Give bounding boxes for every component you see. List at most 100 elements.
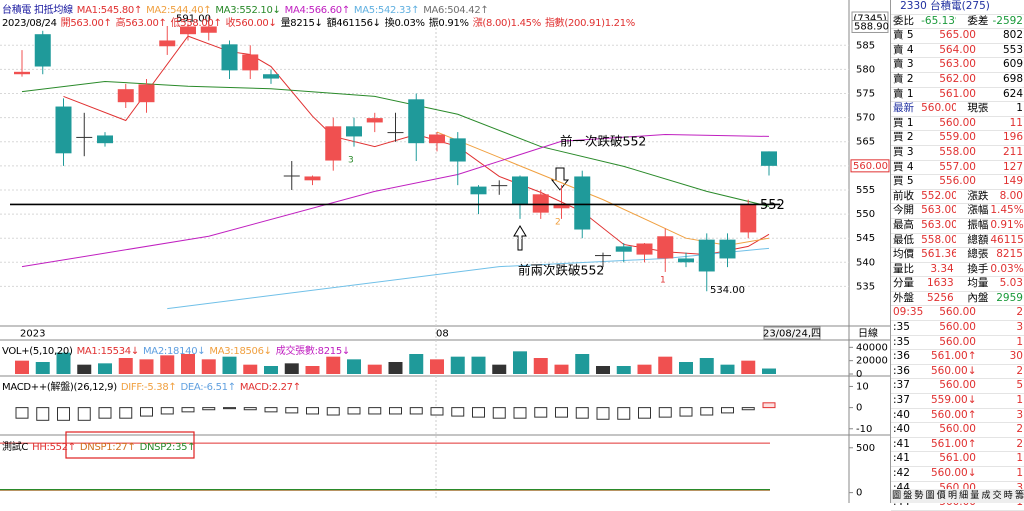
stat-row: 最低 558.00 總額461156 [891, 234, 1024, 249]
title-part: 換0.03% [384, 18, 425, 29]
cell: 558.00 [939, 145, 976, 158]
cell: 0.03% [990, 262, 1024, 275]
volume-bar [492, 364, 507, 374]
title-part: DEA:-6.51↑ [180, 382, 237, 393]
volume-bar [160, 355, 175, 374]
cell: 563.00 [921, 204, 956, 217]
tab[interactable]: 細 [959, 491, 969, 501]
candle-body [325, 126, 342, 161]
cell: :35 [893, 335, 910, 348]
macd-bar [409, 407, 423, 415]
cell: 外盤 [893, 291, 914, 304]
macd-bar [223, 407, 236, 410]
volume-bar [284, 363, 299, 374]
volume-bar [367, 364, 382, 374]
code: (7345) [853, 14, 886, 25]
tab[interactable]: 圖 [892, 491, 902, 501]
tab[interactable]: 成 [981, 491, 991, 501]
date-box [763, 326, 821, 340]
tab[interactable]: 盤 [903, 491, 913, 501]
tab[interactable]: 勢 [914, 491, 924, 501]
tab[interactable]: 籌 [1014, 491, 1024, 501]
volume-bar [741, 360, 756, 374]
tab[interactable]: 明 [947, 491, 957, 501]
tick-row: :41 561.00 1 [891, 452, 1024, 467]
volume-bar [222, 356, 237, 374]
cell: 委差 [967, 14, 989, 27]
cell: 總額 [967, 233, 989, 246]
y-tick-label: 535 [856, 281, 875, 292]
volume-bar [15, 360, 29, 374]
cell: 561.00↑ [931, 350, 977, 363]
cell: 賣 1 [893, 87, 914, 100]
volume-bar [305, 366, 320, 374]
bid-row: 買 2 559.00 196 [891, 131, 1024, 146]
macd-bar [555, 407, 568, 418]
cell: 3 [1016, 408, 1023, 421]
volume-bar [762, 368, 776, 374]
y-tick-label: 0 [856, 369, 862, 380]
cell: 均價 [893, 248, 914, 261]
cell: 委比 [893, 14, 914, 27]
bid-row: 買 4 557.00 127 [891, 161, 1024, 176]
macd-bar [36, 407, 50, 421]
quote-title: 2330 台積電(275) [891, 0, 1024, 15]
cell: 559.00↓ [931, 394, 977, 407]
volume-bar [471, 356, 486, 374]
cell: 560.00 [939, 306, 976, 319]
stat-row: 均價 561.36 總張 8215 [891, 248, 1024, 263]
candle-body [117, 89, 134, 103]
macd-bar [638, 407, 651, 419]
candle-body [283, 175, 300, 177]
cell: 3 [1016, 481, 1023, 494]
ask-row: 賣 5 565.00 802 [891, 29, 1024, 44]
y-tick-label: 500 [856, 443, 875, 454]
candle-body [574, 176, 591, 230]
current-box [850, 159, 890, 173]
y-tick-label: -10 [856, 424, 872, 435]
title-part: 振0.91% [428, 18, 469, 29]
cell: 564.00 [939, 43, 976, 56]
tick-row: :35 560.00 3 [891, 321, 1024, 336]
candle-body [159, 40, 176, 47]
y-tick-label: 0 [856, 488, 862, 499]
cell: 5256 [927, 291, 954, 304]
macd-bar [264, 407, 278, 413]
tab[interactable]: 量 [970, 491, 980, 501]
macd-bar [700, 407, 714, 416]
macd-bar [617, 407, 631, 420]
note: 前兩次跌破552 [518, 263, 604, 278]
macd-bar [347, 407, 361, 415]
cell: 30 [1009, 350, 1023, 363]
tab[interactable]: 圖 [925, 491, 935, 501]
tab[interactable]: 時 [1003, 491, 1013, 501]
y-tick-label: 10 [856, 381, 869, 392]
candle-body [200, 26, 217, 33]
y-tick-label: 565 [856, 137, 875, 148]
candle-body [34, 34, 51, 67]
cell: 559.00 [939, 131, 976, 144]
volume-title: VOL+(5,10,20) MA1:15534↓ MA2:18140↓ MA3:185… [2, 342, 354, 357]
cell: 2 [1016, 423, 1023, 436]
cell: 561.00↑ [931, 437, 977, 450]
quote-panel: 2330 台積電(275) 委比 -65.13% 委差-2592 賣 5 565.00 80… [890, 0, 1024, 511]
x-label: 08 [436, 329, 449, 340]
candle-body [97, 135, 113, 144]
ratio-row: 委比 -65.13% 委差-2592 [891, 15, 1024, 30]
y-tick-label: 585 [856, 40, 875, 51]
title-part: MA3:18506↓ [209, 346, 272, 357]
stat-row: 前收 552.00 漲跌 8.00 [891, 190, 1024, 205]
cell: 買 2 [893, 131, 914, 144]
candle-body [14, 71, 30, 75]
macd-bar [575, 407, 589, 419]
tab[interactable]: 價 [936, 491, 946, 501]
tab[interactable]: 交 [992, 491, 1002, 501]
cell: 561.36 [921, 248, 956, 261]
volume-bar [56, 352, 71, 374]
macd-title: MACD++(解盤)(26,12,9) DIFF:-5.38↑ DEA:-6.51↑… [2, 378, 305, 393]
cell: 558.00 [921, 233, 956, 246]
tick-row: :37 560.00 5 [891, 379, 1024, 395]
volume-bar [201, 359, 216, 374]
cell: :37 [893, 394, 910, 407]
